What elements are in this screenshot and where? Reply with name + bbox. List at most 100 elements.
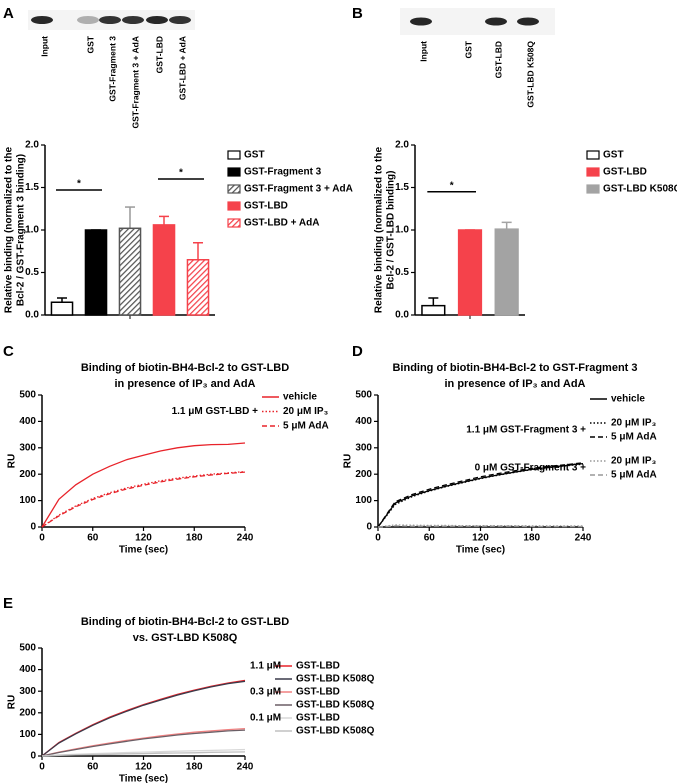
legend-label: GST-LBD K508Q xyxy=(603,184,677,195)
panel-label: B xyxy=(352,5,363,22)
blot-band xyxy=(146,16,168,24)
legend-label: 20 μM IP₃ xyxy=(611,418,657,429)
lane-label: GST-LBD xyxy=(493,41,503,78)
y-axis-label: RU xyxy=(343,454,354,468)
x-tick-label: 240 xyxy=(237,762,254,773)
y-tick-label: 0 xyxy=(366,522,372,533)
y-axis-label: RU xyxy=(7,695,18,709)
legend-swatch xyxy=(227,150,241,160)
legend-label: 5 μM AdA xyxy=(283,421,329,432)
legend-label: GST-Fragment 3 + AdA xyxy=(244,184,353,195)
series-line xyxy=(41,729,246,757)
legend-group-label: 0.3 μM xyxy=(250,687,281,698)
y-tick-label: 0 xyxy=(30,522,36,533)
lane-label: GST xyxy=(85,35,95,53)
legend-group-label: 1.1 μM GST-LBD + xyxy=(172,406,259,417)
lane-label: Input xyxy=(418,41,428,62)
x-tick-label: 0 xyxy=(39,533,45,544)
y-axis-label: Relative binding (normalized to the xyxy=(374,147,385,314)
bar xyxy=(84,229,108,316)
y-axis-label: RU xyxy=(7,454,18,468)
legend-label: GST-LBD xyxy=(296,713,340,724)
y-tick-label: 400 xyxy=(19,416,36,427)
x-tick-label: 0 xyxy=(39,762,45,773)
legend-label: GST xyxy=(603,150,624,161)
x-tick-label: 0 xyxy=(375,533,381,544)
legend-swatch xyxy=(227,218,241,228)
x-axis-label: Time (sec) xyxy=(119,545,168,556)
y-tick-label: 1.5 xyxy=(395,182,409,193)
series-line xyxy=(377,463,584,528)
y-tick-label: 0.0 xyxy=(25,310,39,321)
chart-title: Binding of biotin-BH4-Bcl-2 to GST-LBD xyxy=(81,362,289,374)
y-tick-label: 100 xyxy=(19,729,36,740)
x-tick-label: 60 xyxy=(87,533,99,544)
x-tick-label: 120 xyxy=(472,533,489,544)
legend-label: 5 μM AdA xyxy=(611,470,657,481)
blot-band xyxy=(122,16,144,24)
chart-title: Binding of biotin-BH4-Bcl-2 to GST-Fragm… xyxy=(392,362,637,374)
x-tick-label: 180 xyxy=(186,533,203,544)
blot-band xyxy=(77,16,99,24)
legend-label: GST-LBD K508Q xyxy=(296,700,375,711)
lane-label: GST-Fragment 3 + AdA xyxy=(130,36,140,129)
lane-label: GST-LBD K508Q xyxy=(525,41,535,108)
legend-label: GST-LBD K508Q xyxy=(296,674,375,685)
y-axis-label: Relative binding (normalized to the xyxy=(4,147,15,314)
chart-title: vs. GST-LBD K508Q xyxy=(133,632,238,644)
series-line xyxy=(377,462,584,528)
x-tick-label: 120 xyxy=(135,762,152,773)
legend-group-label: 0 μM GST-Fragment 3 + xyxy=(475,463,587,474)
bar xyxy=(494,228,519,316)
legend-swatch xyxy=(586,184,600,194)
legend-group-label: 1.1 μM xyxy=(250,661,281,672)
y-tick-label: 300 xyxy=(19,686,36,697)
y-tick-label: 500 xyxy=(19,643,36,654)
y-tick-label: 300 xyxy=(355,442,372,453)
x-tick-label: 120 xyxy=(135,533,152,544)
legend-swatch xyxy=(586,150,600,160)
lane-label: GST-Fragment 3 xyxy=(107,36,117,102)
legend-group-label: 1.1 μM GST-Fragment 3 + xyxy=(466,425,586,436)
legend-swatch xyxy=(586,167,600,177)
blot-band xyxy=(517,17,539,26)
bar xyxy=(421,304,446,316)
panel-label: A xyxy=(3,5,14,22)
bar xyxy=(50,301,74,316)
legend-label: GST-LBD K508Q xyxy=(296,726,375,737)
legend-label: vehicle xyxy=(611,394,645,405)
y-tick-label: 1.5 xyxy=(25,182,39,193)
y-tick-label: 500 xyxy=(19,390,36,401)
series-line xyxy=(41,470,246,528)
series-line xyxy=(41,680,246,757)
legend-label: 20 μM IP₃ xyxy=(283,406,329,417)
y-tick-label: 0.5 xyxy=(395,267,409,278)
y-tick-label: 400 xyxy=(19,664,36,675)
legend-label: GST-LBD + AdA xyxy=(244,218,319,229)
series-line xyxy=(377,525,583,528)
significance-label: * xyxy=(450,180,454,191)
y-tick-label: 200 xyxy=(19,469,36,480)
legend-label: GST-LBD xyxy=(603,167,647,178)
legend-label: GST-LBD xyxy=(244,201,288,212)
y-tick-label: 500 xyxy=(355,390,372,401)
series-line xyxy=(41,751,246,757)
y-tick-label: 100 xyxy=(19,495,36,506)
y-tick-label: 200 xyxy=(355,469,372,480)
legend-swatch xyxy=(227,184,241,194)
legend-swatch xyxy=(227,167,241,177)
x-axis-label: Time (sec) xyxy=(119,774,168,783)
blot-band xyxy=(31,16,53,24)
y-tick-label: 400 xyxy=(355,416,372,427)
legend-swatch xyxy=(227,201,241,211)
y-tick-label: 300 xyxy=(19,442,36,453)
panel-label: D xyxy=(352,343,363,360)
significance-label: * xyxy=(179,168,183,179)
y-tick-label: 0.0 xyxy=(395,310,409,321)
lane-label: GST-LBD + AdA xyxy=(177,36,187,100)
series-line xyxy=(377,524,583,528)
chart-title: in presence of IP₃ and AdA xyxy=(115,378,256,390)
y-tick-label: 0 xyxy=(30,751,36,762)
series-line xyxy=(41,471,246,528)
legend-label: vehicle xyxy=(283,392,317,403)
